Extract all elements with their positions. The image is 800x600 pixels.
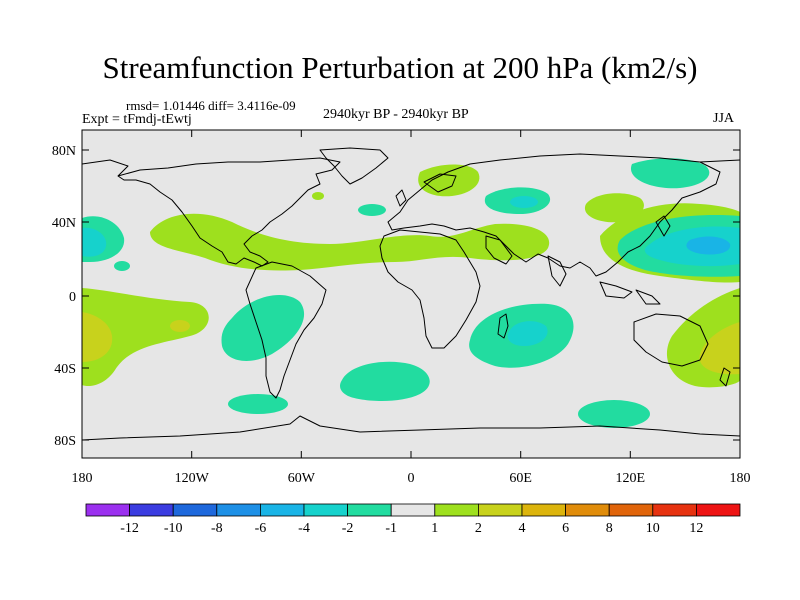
anomaly-southern-ocean-east <box>578 400 650 428</box>
colorbar-label: 6 <box>562 521 569 536</box>
lon-label: 120W <box>175 471 210 486</box>
colorbar-swatch <box>696 503 741 517</box>
colorbar-label: -12 <box>120 521 139 536</box>
colorbar-swatch <box>303 503 348 517</box>
anomaly-npac-small <box>114 261 130 271</box>
anomaly-s-pacific-core <box>82 312 113 362</box>
lat-label: 40S <box>54 362 76 377</box>
colorbar-swatch <box>172 503 218 517</box>
lon-label: 60E <box>509 471 532 486</box>
anomaly-s-pacific <box>82 288 209 387</box>
stats-line: rmsd= 1.01446 diff= 3.4116e-09 <box>126 98 296 113</box>
season-label: JJA <box>713 111 735 126</box>
colorbar-swatch <box>347 503 392 517</box>
colorbar-label: 10 <box>646 521 660 536</box>
colorbar-swatch <box>434 503 479 517</box>
anomaly-n-atlantic-core <box>510 196 538 208</box>
colorbar-label: -2 <box>342 521 354 536</box>
anomaly-nw-pacific-deep <box>686 236 731 255</box>
colorbar-swatch <box>216 503 261 517</box>
lon-label: 60W <box>288 471 316 486</box>
lon-label: 0 <box>408 471 415 486</box>
colorbar-swatch <box>652 503 697 517</box>
colorbar-swatch <box>390 503 436 517</box>
anomaly-n-pacific-east <box>630 158 710 189</box>
lat-label: 40N <box>52 216 76 231</box>
anomaly-s-indian-core <box>507 321 548 346</box>
lon-label: 180 <box>730 471 751 486</box>
colorbar-label: -1 <box>385 521 397 536</box>
period-label: 2940kyr BP - 2940kyr BP <box>323 107 469 122</box>
lat-label: 80S <box>54 434 76 449</box>
lon-axis: 180 120W 60W 0 60E 120E 180 <box>72 130 751 486</box>
anomaly-se-pacific <box>221 295 305 361</box>
colorbar-swatch <box>259 503 305 517</box>
colorbar-label: 4 <box>519 521 526 536</box>
lat-axis: 80N 40N 0 40S 80S <box>52 144 740 449</box>
anomaly-s-atlantic <box>340 361 430 401</box>
colorbar-swatch <box>85 503 130 517</box>
colorbar-swatch <box>521 503 566 517</box>
plot-title: Streamfunction Perturbation at 200 hPa (… <box>102 50 698 85</box>
colorbar: -12 -10 -8 -6 -4 -2 -1 1 2 4 6 8 10 12 <box>85 503 741 536</box>
colorbar-label: 12 <box>689 521 703 536</box>
lon-label: 180 <box>72 471 93 486</box>
colorbar-swatch <box>129 503 174 517</box>
colorbar-label: 8 <box>606 521 613 536</box>
anomaly-small-atlantic <box>312 192 324 200</box>
experiment-label: Expt = tFmdj-tEwtj <box>82 112 192 127</box>
anomaly-ne-pacific-core <box>82 227 107 257</box>
anomaly-n-atlantic-band <box>150 213 550 271</box>
anomaly-w-pacific-core <box>699 322 740 375</box>
lat-label: 80N <box>52 144 76 159</box>
colorbar-label: 1 <box>431 521 438 536</box>
lat-label: 0 <box>69 290 76 305</box>
colorbar-label: -6 <box>255 521 267 536</box>
colorbar-swatch <box>565 503 610 517</box>
coastlines <box>82 147 740 441</box>
anomaly-field <box>82 147 740 441</box>
lon-label: 120E <box>616 471 646 486</box>
anomaly-asia-green-patch <box>584 193 644 223</box>
colorbar-label: -8 <box>211 521 223 536</box>
anomaly-s-pacific-speck <box>170 320 190 332</box>
anomaly-n-atlantic-west-teal <box>358 204 386 216</box>
colorbar-label: -4 <box>298 521 310 536</box>
colorbar-swatch <box>608 503 654 517</box>
anomaly-southern-ocean-west <box>228 394 288 414</box>
colorbar-label: 2 <box>475 521 482 536</box>
colorbar-swatch <box>477 503 523 517</box>
colorbar-label: -10 <box>164 521 183 536</box>
